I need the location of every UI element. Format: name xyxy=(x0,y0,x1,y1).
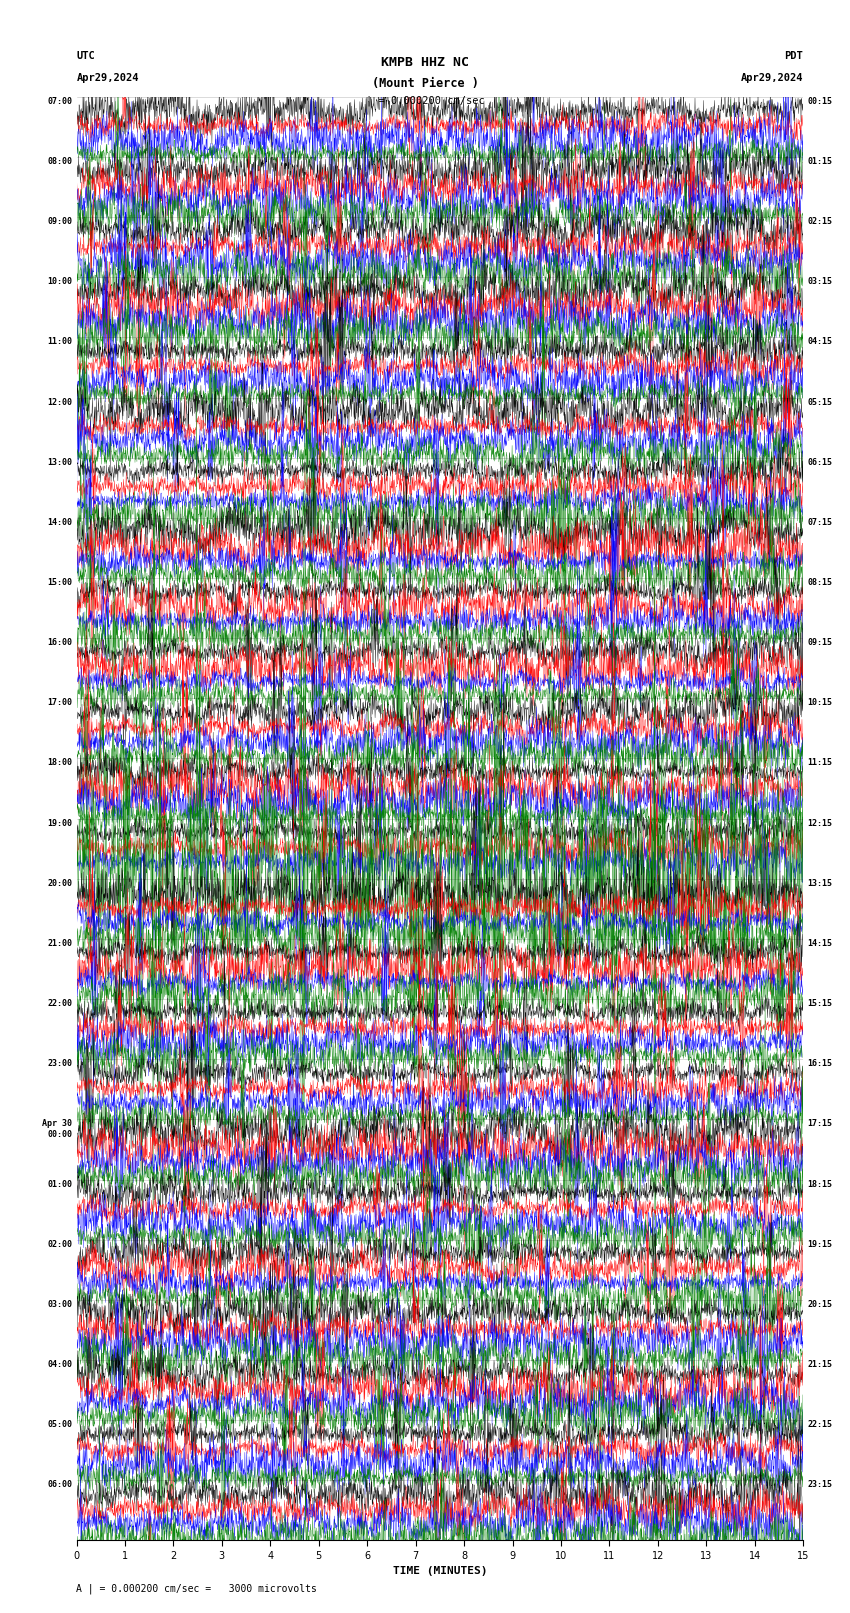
Text: 16:15: 16:15 xyxy=(808,1060,832,1068)
Text: 02:15: 02:15 xyxy=(808,218,832,226)
Text: (Mount Pierce ): (Mount Pierce ) xyxy=(371,77,479,90)
Text: 14:00: 14:00 xyxy=(48,518,72,527)
Text: 15:00: 15:00 xyxy=(48,577,72,587)
Text: 19:00: 19:00 xyxy=(48,819,72,827)
Text: 21:15: 21:15 xyxy=(808,1360,832,1369)
Text: 05:15: 05:15 xyxy=(808,397,832,406)
Text: 08:15: 08:15 xyxy=(808,577,832,587)
Text: 10:00: 10:00 xyxy=(48,277,72,286)
Text: Apr 30
00:00: Apr 30 00:00 xyxy=(42,1119,72,1139)
Text: 06:00: 06:00 xyxy=(48,1481,72,1489)
Text: 18:15: 18:15 xyxy=(808,1179,832,1189)
Text: 04:00: 04:00 xyxy=(48,1360,72,1369)
Text: 09:15: 09:15 xyxy=(808,639,832,647)
Text: 01:00: 01:00 xyxy=(48,1179,72,1189)
Text: | = 0.000200 cm/sec: | = 0.000200 cm/sec xyxy=(366,95,484,106)
Text: 03:00: 03:00 xyxy=(48,1300,72,1308)
Text: 13:00: 13:00 xyxy=(48,458,72,466)
Text: 14:15: 14:15 xyxy=(808,939,832,948)
Text: 01:15: 01:15 xyxy=(808,156,832,166)
Text: 23:15: 23:15 xyxy=(808,1481,832,1489)
Text: 22:00: 22:00 xyxy=(48,998,72,1008)
Text: UTC: UTC xyxy=(76,52,95,61)
Text: 09:00: 09:00 xyxy=(48,218,72,226)
Text: 11:15: 11:15 xyxy=(808,758,832,768)
Text: 15:15: 15:15 xyxy=(808,998,832,1008)
Text: 20:15: 20:15 xyxy=(808,1300,832,1308)
Text: 10:15: 10:15 xyxy=(808,698,832,706)
Text: 19:15: 19:15 xyxy=(808,1240,832,1248)
Text: 07:00: 07:00 xyxy=(48,97,72,106)
Text: 04:15: 04:15 xyxy=(808,337,832,347)
Text: 23:00: 23:00 xyxy=(48,1060,72,1068)
Text: A | = 0.000200 cm/sec =   3000 microvolts: A | = 0.000200 cm/sec = 3000 microvolts xyxy=(76,1582,317,1594)
X-axis label: TIME (MINUTES): TIME (MINUTES) xyxy=(393,1566,487,1576)
Text: 11:00: 11:00 xyxy=(48,337,72,347)
Text: 16:00: 16:00 xyxy=(48,639,72,647)
Text: 12:15: 12:15 xyxy=(808,819,832,827)
Text: 08:00: 08:00 xyxy=(48,156,72,166)
Text: 07:15: 07:15 xyxy=(808,518,832,527)
Text: 03:15: 03:15 xyxy=(808,277,832,286)
Text: Apr29,2024: Apr29,2024 xyxy=(76,73,139,82)
Text: PDT: PDT xyxy=(785,52,803,61)
Text: 05:00: 05:00 xyxy=(48,1419,72,1429)
Text: 20:00: 20:00 xyxy=(48,879,72,887)
Text: Apr29,2024: Apr29,2024 xyxy=(740,73,803,82)
Text: 21:00: 21:00 xyxy=(48,939,72,948)
Text: 02:00: 02:00 xyxy=(48,1240,72,1248)
Text: KMPB HHZ NC: KMPB HHZ NC xyxy=(381,56,469,69)
Text: 17:15: 17:15 xyxy=(808,1119,832,1129)
Text: 17:00: 17:00 xyxy=(48,698,72,706)
Text: 13:15: 13:15 xyxy=(808,879,832,887)
Text: 22:15: 22:15 xyxy=(808,1419,832,1429)
Text: 06:15: 06:15 xyxy=(808,458,832,466)
Text: 18:00: 18:00 xyxy=(48,758,72,768)
Text: 00:15: 00:15 xyxy=(808,97,832,106)
Text: 12:00: 12:00 xyxy=(48,397,72,406)
